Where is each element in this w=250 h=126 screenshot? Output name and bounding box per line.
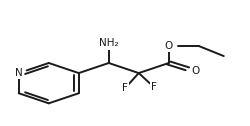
Text: F: F (151, 82, 157, 92)
Text: O: O (191, 66, 199, 76)
Text: F: F (122, 83, 128, 93)
Text: N: N (15, 68, 22, 78)
Text: O: O (164, 41, 173, 51)
Text: NH₂: NH₂ (99, 38, 118, 49)
